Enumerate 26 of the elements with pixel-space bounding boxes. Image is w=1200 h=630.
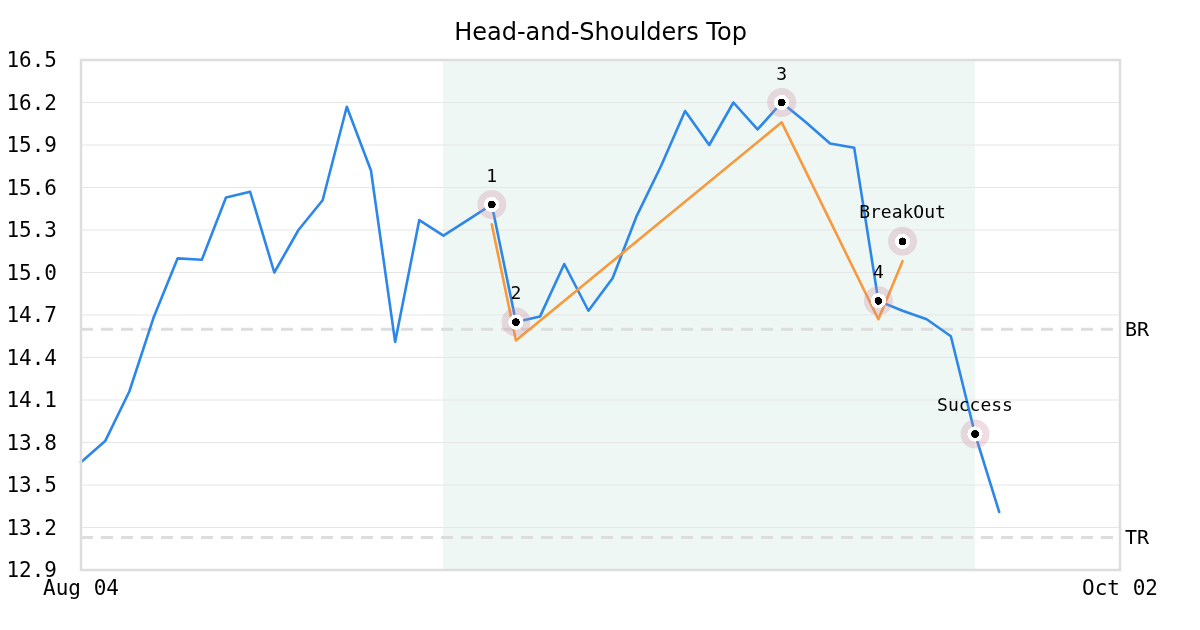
- series-label: 4: [872, 260, 884, 282]
- point: [863, 286, 893, 316]
- y-tick-label: 16.2: [6, 90, 57, 115]
- y-tick-label: 14.1: [6, 388, 57, 412]
- y-tick-label: 15.3: [6, 218, 57, 242]
- ref-line-label: BR: [1125, 317, 1151, 342]
- y-tick-label: 15.6: [6, 175, 57, 200]
- y-tick-label: 14.4: [6, 345, 57, 370]
- y-tick-label: 13.5: [6, 473, 57, 497]
- series-label: 2: [510, 281, 522, 303]
- y-tick-label: 14.7: [6, 303, 57, 327]
- point: [501, 307, 531, 337]
- y-tick-label: 15.9: [6, 133, 57, 157]
- y-tick-label: 13.8: [6, 430, 57, 455]
- series-label: 1: [486, 164, 498, 185]
- point: [767, 88, 797, 117]
- point: [888, 226, 918, 256]
- y-tick-label: 13.2: [6, 515, 57, 540]
- ref-line-label: TR: [1125, 525, 1151, 550]
- series-label: 3: [776, 62, 788, 83]
- y-tick-label: 15.0: [6, 260, 57, 285]
- point: [960, 419, 990, 449]
- point: [477, 190, 507, 219]
- x-tick-label: Oct 02: [1082, 576, 1158, 600]
- chart-title: Head-and-Shoulders Top: [454, 18, 747, 46]
- y-tick-label: 16.5: [6, 48, 57, 72]
